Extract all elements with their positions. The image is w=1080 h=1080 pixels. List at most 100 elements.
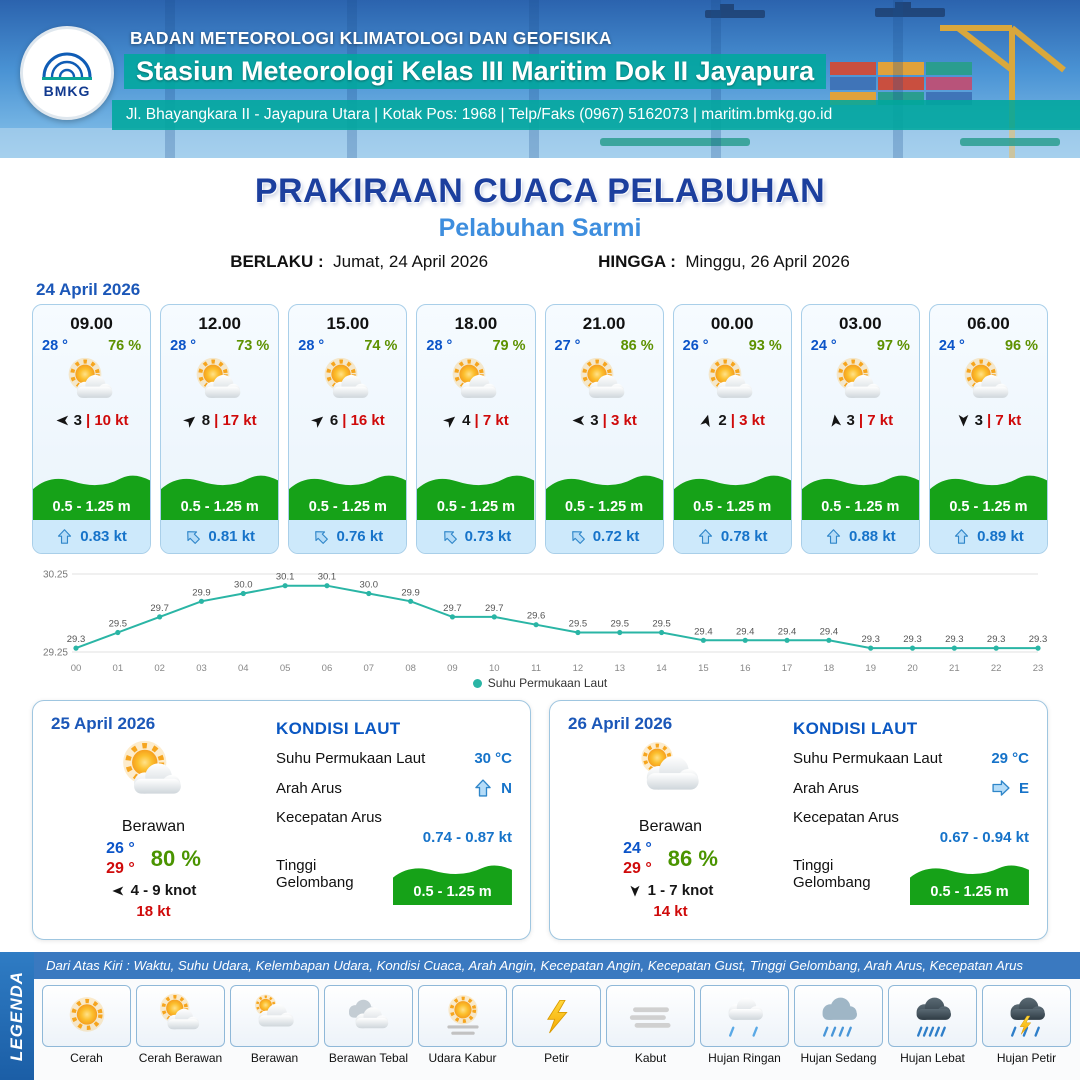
legend-item: Hujan Sedang — [794, 985, 883, 1065]
svg-text:19: 19 — [865, 663, 876, 674]
berlaku: BERLAKU : Jumat, 24 April 2026 — [230, 252, 488, 272]
legend-label: Hujan Lebat — [900, 1051, 965, 1065]
current-direction-icon — [181, 524, 205, 548]
containers-illustration — [830, 62, 972, 105]
temp-humidity-row: 26 ° 93 % — [674, 334, 791, 354]
humidity: 79 % — [492, 338, 526, 354]
day-date: 25 April 2026 — [51, 714, 156, 733]
gust-speed: | 7 kt — [474, 412, 509, 429]
legend-weather-icon — [136, 985, 225, 1047]
current-speed: 0.83 kt — [80, 528, 127, 545]
current-direction-icon — [697, 528, 714, 545]
current-direction-icon — [56, 528, 73, 545]
legend-items: Cerah Cerah Berawan Berawan Berawan Tebal Ud… — [34, 979, 1080, 1065]
current-row: 0.72 kt — [545, 520, 663, 553]
current-row: 0.73 kt — [417, 520, 535, 553]
wind-speed: 4 — [462, 412, 471, 429]
wave-height-band: 0.5 - 1.25 m — [161, 466, 279, 520]
legend-item: Kabut — [606, 985, 695, 1065]
gelombang-label: Tinggi Gelombang — [793, 857, 871, 891]
wind-direction-icon — [698, 411, 716, 429]
legend-label: Udara Kabur — [428, 1051, 497, 1065]
svg-text:00: 00 — [71, 663, 82, 674]
forecast-cards-row: 09.00 28 ° 76 % 3 | 10 kt 0.5 - 1.25 m 0.83 kt… — [32, 304, 1048, 554]
wave-height-band: 0.5 - 1.25 m — [545, 466, 663, 520]
legend-item: Cerah — [42, 985, 131, 1065]
svg-text:29.4: 29.4 — [736, 626, 755, 637]
wave-height: 0.5 - 1.25 m — [930, 884, 1009, 900]
svg-text:29.3: 29.3 — [945, 634, 964, 645]
air-temp: 28 ° — [298, 338, 325, 354]
forecast-time: 18.00 — [454, 314, 498, 333]
svg-text:02: 02 — [154, 663, 165, 674]
day-date: 26 April 2026 — [568, 714, 673, 733]
gust-speed: | 16 kt — [342, 412, 385, 429]
air-temp: 24 ° — [938, 338, 965, 354]
svg-text:03: 03 — [196, 663, 207, 674]
current-speed: 0.76 kt — [336, 528, 384, 545]
legend-item: Hujan Ringan — [700, 985, 789, 1065]
wave-height-band: 0.5 - 1.25 m — [33, 466, 151, 520]
legend-weather-icon — [512, 985, 601, 1047]
legend-label: Kabut — [634, 1051, 667, 1065]
forecast-time: 12.00 — [198, 314, 241, 333]
kondisi-laut-panel: KONDISI LAUT Suhu Permukaan Laut 29 °C Ar… — [773, 713, 1029, 927]
svg-text:30.0: 30.0 — [234, 580, 253, 591]
svg-text:10: 10 — [489, 663, 500, 674]
legend-weather-icon — [888, 985, 977, 1047]
weather-icon — [417, 355, 534, 411]
gust-speed: | 3 kt — [730, 412, 765, 429]
legend-item: Hujan Petir — [982, 985, 1071, 1065]
svg-text:30.0: 30.0 — [360, 580, 379, 591]
svg-text:29.3: 29.3 — [67, 634, 86, 645]
day-gust: 18 kt — [136, 903, 171, 920]
legend-weather-icon — [230, 985, 319, 1047]
temp-humidity-row: 28 ° 73 % — [161, 334, 278, 354]
svg-text:29.3: 29.3 — [861, 634, 880, 645]
header: BMKG BADAN METEOROLOGI KLIMATOLOGI DAN G… — [0, 0, 1080, 158]
svg-text:14: 14 — [656, 663, 667, 674]
forecast-time: 09.00 — [70, 314, 113, 333]
wind-row: 3 | 7 kt — [930, 412, 1047, 429]
legend-label: Petir — [544, 1051, 569, 1065]
temp-min: 24 ° — [623, 840, 652, 857]
wave-height-box: 0.5 - 1.25 m — [393, 857, 512, 905]
current-direction-icon — [565, 524, 589, 548]
forecast-card: 06.00 24 ° 96 % 3 | 7 kt 0.5 - 1.25 m 0.89 kt — [928, 304, 1048, 554]
wave-height: 0.5 - 1.25 m — [180, 499, 259, 515]
svg-text:09: 09 — [447, 663, 458, 674]
legend-title-band: LEGENDA — [0, 952, 34, 1080]
day-weather-icon — [112, 737, 196, 816]
bmkg-logo-text: BMKG — [43, 83, 91, 99]
weather-icon — [161, 355, 278, 411]
current-direction-icon — [437, 524, 461, 548]
humidity: 73 % — [236, 338, 270, 354]
chart-legend-dot-icon — [472, 678, 482, 688]
wave-height: 0.5 - 1.25 m — [693, 499, 772, 515]
forecast-time: 03.00 — [839, 314, 882, 333]
arus-dir-label: Arah Arus — [793, 779, 859, 797]
hingga-label: HINGGA : — [598, 252, 676, 271]
legend-weather-icon — [418, 985, 507, 1047]
air-temp: 27 ° — [554, 338, 581, 354]
humidity: 76 % — [108, 338, 142, 354]
day-weather-icon — [629, 737, 713, 816]
berlaku-label: BERLAKU : — [230, 252, 324, 271]
station-name: Stasiun Meteorologi Kelas III Maritim Do… — [124, 54, 827, 89]
wind-speed: 3 — [73, 412, 82, 429]
svg-text:29.6: 29.6 — [527, 611, 546, 622]
sst-label: Suhu Permukaan Laut — [793, 750, 943, 767]
wind-speed: 3 — [974, 412, 983, 429]
day-humidity: 80 % — [150, 846, 201, 871]
wave-height: 0.5 - 1.25 m — [308, 499, 387, 515]
svg-text:30.1: 30.1 — [276, 572, 295, 583]
humidity: 96 % — [1004, 338, 1038, 354]
svg-text:21: 21 — [949, 663, 960, 674]
current-direction-icon — [991, 778, 1011, 798]
svg-text:20: 20 — [907, 663, 918, 674]
forecast-card: 12.00 28 ° 73 % 8 | 17 kt 0.5 - 1.25 m 0.81 kt — [160, 304, 280, 554]
legend-weather-icon — [794, 985, 883, 1047]
wind-direction-icon — [308, 410, 329, 431]
current-row: 0.88 kt — [801, 520, 919, 553]
wave-height-band: 0.5 - 1.25 m — [673, 466, 791, 520]
